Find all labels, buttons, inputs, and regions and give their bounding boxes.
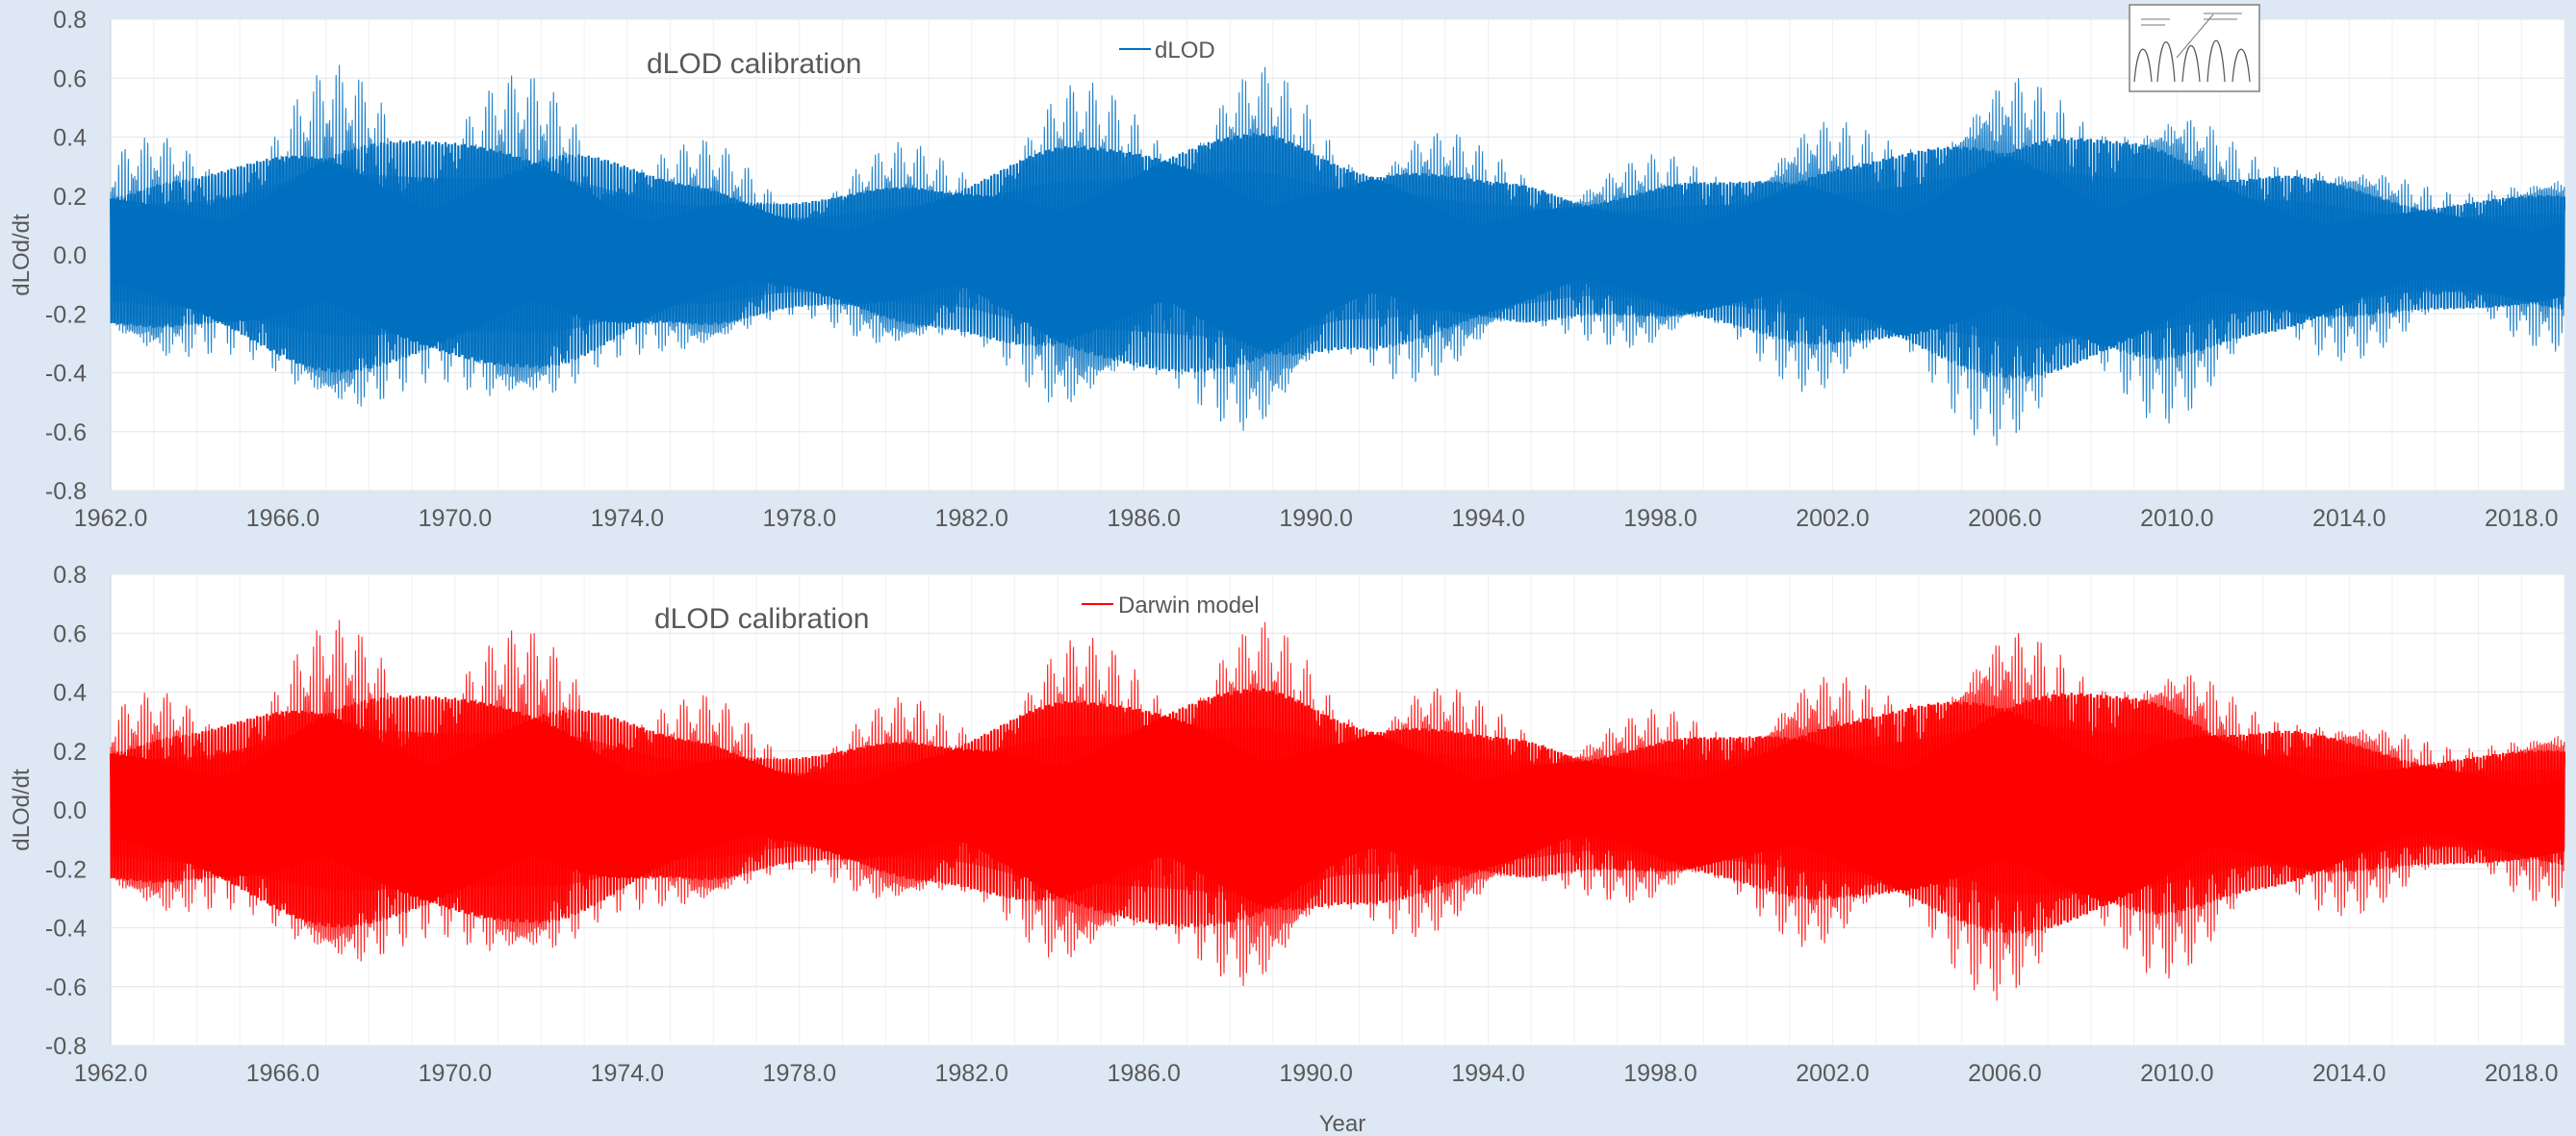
top-y-tick-labels: 0.8 0.6 0.4 0.2 0.0 -0.2 -0.4 -0.6 -0.8 [45,7,87,505]
series-core-band [111,170,2564,340]
y-tick-label: -0.8 [45,478,87,505]
x-tick-label: 1990.0 [1279,1060,1352,1087]
y-tick-label: 0.6 [53,620,87,647]
y-tick-label: -0.2 [45,856,87,883]
x-tick-label: 1970.0 [419,1060,492,1087]
x-tick-label: 1986.0 [1107,505,1180,532]
top-chart-title: dLOD calibration [647,48,861,80]
bottom-legend-label: Darwin model [1118,593,1260,618]
y-tick-label: 0.0 [53,242,87,269]
bottom-y-axis-label: dLOd/dt [9,769,35,851]
x-tick-label: 1974.0 [591,505,664,532]
x-tick-label: 2002.0 [1796,1060,1869,1087]
x-tick-label: 2006.0 [1968,505,2041,532]
x-tick-label: 1966.0 [246,505,319,532]
y-tick-label: -0.4 [45,361,87,388]
y-tick-label: 0.8 [53,562,87,589]
x-tick-label: 1982.0 [935,505,1008,532]
x-tick-label: 2010.0 [2140,1060,2213,1087]
x-tick-label: 1990.0 [1279,505,1352,532]
bottom-chart-panel: 0.80.60.40.20.0-0.2-0.4-0.6-0.8 1962.0 19… [8,561,2568,1136]
x-tick-label: 1982.0 [935,1060,1008,1087]
x-tick-label: 1978.0 [763,505,836,532]
x-tick-label: 2018.0 [2485,505,2558,532]
y-tick-label: 0.2 [53,184,87,211]
y-tick-label: -0.6 [45,419,87,446]
series-line-core [109,688,2566,934]
bottom-x-tick-labels: 1962.0 1966.0 1970.0 1974.0 1978.0 1982.0 1986… [74,1060,2559,1087]
x-tick-label: 1978.0 [763,1060,836,1087]
series-line-core [109,133,2566,379]
thumbnail-sketch-icon [2129,4,2260,92]
x-tick-label: 1962.0 [74,1060,147,1087]
x-tick-label: 2010.0 [2140,505,2213,532]
bottom-series-group [109,619,2566,1001]
x-tick-label: 1998.0 [1623,1060,1696,1087]
y-tick-label: 0.0 [53,797,87,824]
x-tick-label: 1966.0 [246,1060,319,1087]
series-core-band [111,725,2564,895]
x-tick-label: 1986.0 [1107,1060,1180,1087]
x-tick-label: 2002.0 [1796,505,1869,532]
y-tick-label: 0.8 [53,7,87,34]
bottom-y-tick-labels: 0.8 0.6 0.4 0.2 0.0 -0.2 -0.4 -0.6 -0.8 [45,562,87,1060]
y-tick-label: -0.6 [45,974,87,1001]
y-tick-label: -0.2 [45,301,87,328]
bottom-chart-title: dLOD calibration [654,603,869,635]
bottom-legend: Darwin model [1082,593,1260,618]
x-tick-label: 2018.0 [2485,1060,2558,1087]
x-tick-label: 1998.0 [1623,505,1696,532]
x-tick-label: 1974.0 [591,1060,664,1087]
y-tick-label: -0.4 [45,916,87,943]
top-series-group [109,64,2566,446]
top-chart-panel: 0.80.60.40.20.0-0.2-0.4-0.6-0.8 1962.0 19… [8,4,2568,551]
x-tick-label: 2014.0 [2312,1060,2385,1087]
x-tick-label: 1962.0 [74,505,147,532]
top-legend-label: dLOD [1155,38,1215,63]
y-tick-label: 0.4 [53,125,87,152]
y-tick-label: 0.4 [53,680,87,707]
y-tick-label: -0.8 [45,1033,87,1060]
top-y-axis-label: dLOd/dt [9,214,35,296]
x-tick-label: 1994.0 [1451,505,1524,532]
x-tick-label: 1970.0 [419,505,492,532]
x-tick-label: 1994.0 [1451,1060,1524,1087]
x-tick-label: 2006.0 [1968,1060,2041,1087]
bottom-x-axis-label: Year [1319,1111,1366,1136]
top-x-tick-labels: 1962.0 1966.0 1970.0 1974.0 1978.0 1982.0 1986… [74,505,2559,532]
x-tick-label: 2014.0 [2312,505,2385,532]
top-legend: dLOD [1119,38,1215,63]
y-tick-label: 0.2 [53,739,87,766]
y-tick-label: 0.6 [53,65,87,92]
